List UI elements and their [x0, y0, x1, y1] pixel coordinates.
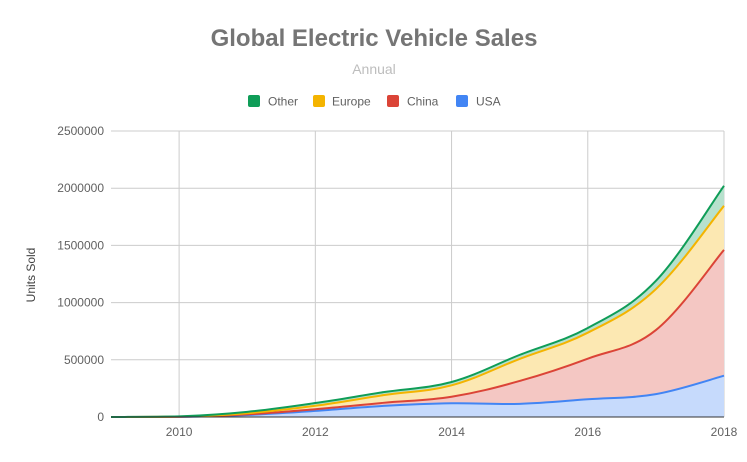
- legend-item-china[interactable]: China: [387, 95, 439, 109]
- y-tick-label: 0: [97, 410, 104, 424]
- x-tick-label: 2016: [574, 425, 601, 439]
- x-tick-label: 2012: [302, 425, 329, 439]
- y-tick-label: 1000000: [57, 296, 104, 310]
- series-lines: [110, 185, 725, 418]
- legend-swatch: [248, 95, 260, 107]
- x-tick-label: 2014: [438, 425, 465, 439]
- y-tick-label: 1500000: [57, 238, 104, 252]
- legend-label: Other: [268, 95, 298, 109]
- y-axis-title: Units Sold: [24, 248, 38, 303]
- legend-label: China: [407, 95, 439, 109]
- line-other: [110, 185, 725, 418]
- legend-item-usa[interactable]: USA: [456, 95, 501, 109]
- chart-subtitle: Annual: [352, 61, 396, 77]
- legend-label: USA: [476, 95, 501, 109]
- chart-title: Global Electric Vehicle Sales: [211, 25, 538, 52]
- y-tick-label: 500000: [64, 353, 104, 367]
- legend-item-other[interactable]: Other: [248, 95, 298, 109]
- x-tick-label: 2010: [166, 425, 193, 439]
- legend-label: Europe: [332, 95, 371, 109]
- x-tick-label: 2018: [711, 425, 738, 439]
- legend: Other Europe China USA: [248, 95, 501, 109]
- y-tick-label: 2000000: [57, 181, 104, 195]
- x-axis-ticks: 2010 2012 2014 2016 2018: [166, 425, 738, 439]
- legend-swatch: [387, 95, 399, 107]
- y-axis-ticks: 0 500000 1000000 1500000 2000000 2500000: [57, 124, 104, 424]
- legend-swatch: [313, 95, 325, 107]
- area-usa: [111, 375, 724, 417]
- y-tick-label: 2500000: [57, 124, 104, 138]
- legend-swatch: [456, 95, 468, 107]
- legend-item-europe[interactable]: Europe: [313, 95, 371, 109]
- area-china: [111, 249, 724, 417]
